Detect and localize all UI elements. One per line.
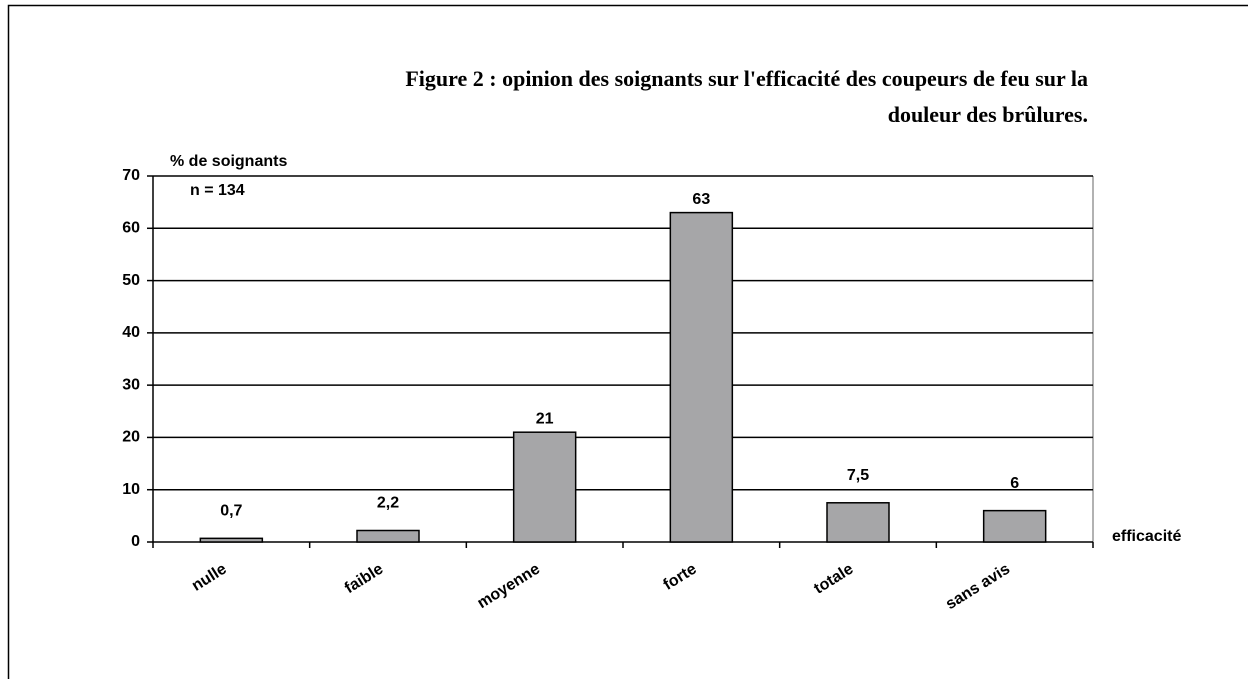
y-tick-label: 30	[122, 376, 140, 393]
x-axis-label: efficacité	[1112, 528, 1181, 545]
bar	[982, 509, 1047, 543]
x-tick-label: faible	[342, 561, 387, 598]
chart-title: Figure 2 : opinion des soignants sur l'e…	[405, 66, 1088, 91]
y-tick-label: 70	[122, 167, 140, 184]
x-tick-label: moyenne	[474, 561, 543, 613]
frame	[7, 4, 1248, 679]
value-label: 21	[536, 410, 554, 427]
x-tick-label: nulle	[189, 561, 230, 595]
y-tick-label: 40	[122, 324, 140, 341]
y-tick-label: 10	[122, 481, 140, 498]
x-tick-label: sans avis	[943, 561, 1013, 614]
bar	[199, 537, 264, 543]
value-label: 0,7	[220, 503, 242, 520]
value-label: 7,5	[847, 467, 869, 484]
y-tick-label: 50	[122, 272, 140, 289]
bar	[826, 502, 890, 543]
annotation: n = 134	[190, 182, 245, 199]
bar	[356, 529, 420, 543]
value-label: 2,2	[377, 495, 399, 512]
y-tick-label: 60	[122, 220, 140, 237]
chart-title: douleur des brûlures.	[888, 102, 1088, 127]
value-label: 6	[1010, 475, 1019, 492]
y-axis-label: % de soignants	[170, 153, 287, 170]
x-tick-label: forte	[661, 561, 700, 594]
value-label: 63	[692, 191, 710, 208]
y-tick-label: 0	[131, 533, 140, 550]
y-tick-label: 20	[122, 429, 140, 446]
bar	[512, 431, 577, 543]
x-tick-label: totale	[811, 560, 856, 597]
bar	[669, 211, 734, 543]
